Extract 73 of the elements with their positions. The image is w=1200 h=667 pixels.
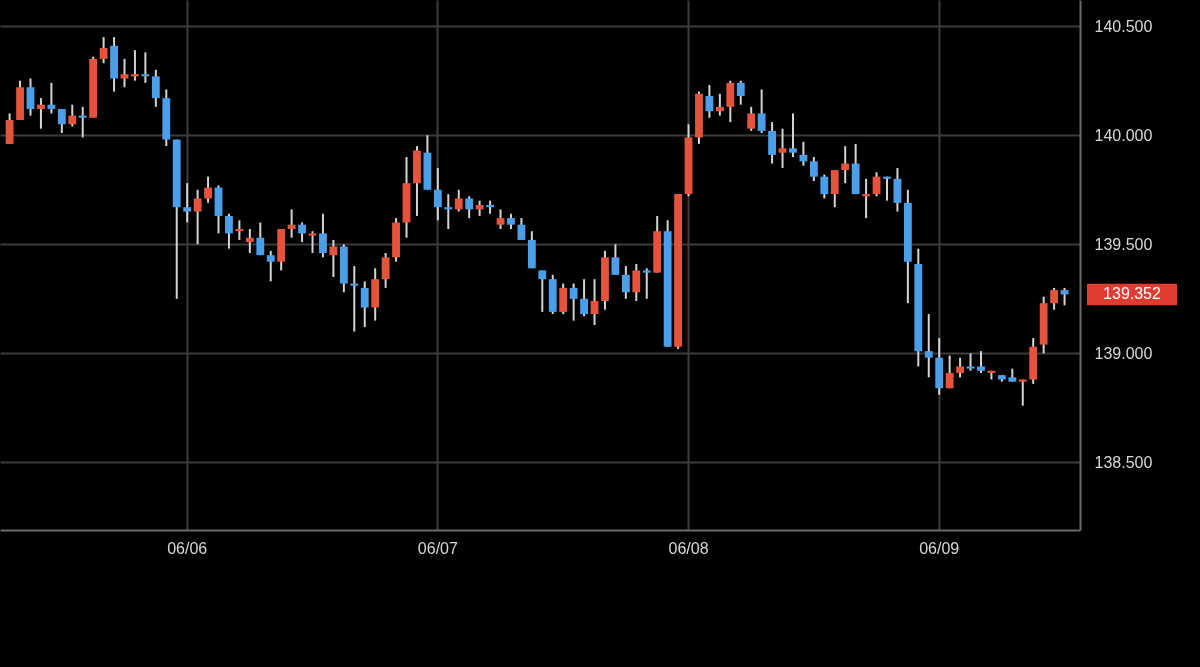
candlestick — [809, 156, 818, 183]
candlestick — [381, 252, 390, 289]
candlestick — [642, 267, 651, 300]
candlestick — [204, 175, 212, 204]
candlestick — [956, 356, 965, 379]
candlestick — [945, 354, 954, 390]
candlestick — [830, 169, 839, 209]
candlestick — [841, 145, 850, 185]
candlestick — [120, 57, 129, 89]
candlestick — [47, 81, 56, 115]
y-tick-label: 139.500 — [1094, 235, 1153, 253]
text: 139.352 — [1103, 285, 1162, 303]
candlestick — [183, 182, 192, 224]
candlestick — [151, 68, 160, 108]
candlestick — [78, 105, 87, 139]
y-tick-label: 139.000 — [1094, 344, 1153, 362]
x-tick-label: 06/09 — [919, 539, 960, 557]
candlestick — [245, 228, 254, 254]
candlestick — [444, 193, 453, 231]
candlestick — [37, 97, 45, 130]
candlestick — [433, 166, 442, 222]
x-tick-label: 06/07 — [417, 539, 458, 557]
candlestick — [5, 112, 14, 145]
candlestick — [131, 49, 139, 82]
x-tick-label: 06/06 — [167, 539, 208, 557]
candlestick — [26, 77, 35, 117]
y-tick-label: 140.000 — [1094, 126, 1153, 144]
candlestick — [621, 265, 630, 300]
candlestick — [298, 221, 306, 244]
y-tick-label: 138.500 — [1094, 453, 1153, 471]
candlestick — [235, 219, 244, 241]
candlestick — [319, 212, 327, 259]
candlestick — [193, 188, 202, 246]
y-tick-label: 140.500 — [1094, 17, 1153, 35]
candlestick — [705, 84, 714, 119]
candlestick — [757, 88, 766, 135]
candlestick — [538, 269, 547, 313]
candlestick — [225, 212, 233, 250]
candlestick — [329, 238, 338, 278]
candlestick — [256, 221, 265, 257]
candlestick — [496, 208, 505, 231]
candlestick — [350, 265, 359, 333]
candlestick — [266, 249, 275, 283]
candlestick — [747, 105, 756, 132]
candlestick — [862, 177, 871, 220]
candlestick — [820, 173, 829, 200]
candlestick — [715, 92, 724, 117]
candlestick — [924, 313, 933, 379]
candlestick — [99, 36, 108, 65]
candlestick — [360, 280, 369, 329]
candlestick — [57, 108, 66, 135]
candlestick — [287, 208, 296, 239]
x-tick-label: 06/08 — [668, 539, 709, 557]
candlestick — [517, 217, 526, 241]
candlestick — [559, 282, 568, 316]
candlestick — [465, 195, 474, 220]
candlestick — [569, 282, 578, 322]
candlestick — [789, 112, 797, 159]
candlestick — [141, 51, 150, 84]
candlestick — [977, 350, 985, 374]
candlestick — [68, 103, 77, 128]
candlestick — [778, 127, 787, 169]
candlestick — [736, 79, 745, 106]
candlestick — [632, 262, 641, 302]
candlestick — [454, 188, 463, 213]
candlestick — [1050, 286, 1059, 311]
candlestick — [768, 121, 776, 165]
candlestick — [580, 278, 588, 318]
candlestick — [1018, 378, 1027, 407]
candlestick — [308, 230, 317, 254]
candlestick — [883, 175, 891, 202]
candlestick — [611, 243, 620, 276]
candlestick — [726, 79, 735, 124]
